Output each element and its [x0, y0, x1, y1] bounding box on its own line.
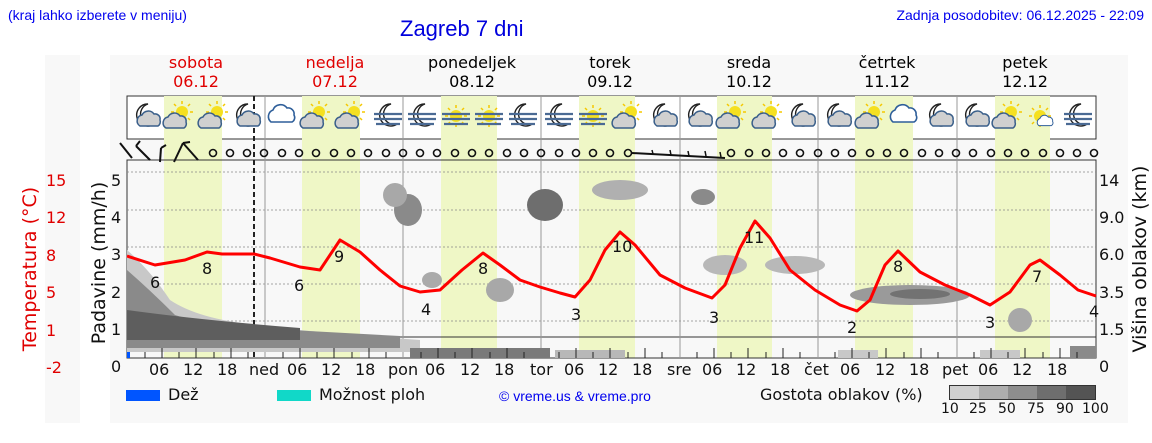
wind-row — [119, 140, 1099, 163]
calm-circles — [208, 148, 633, 158]
svg-text:8: 8 — [893, 257, 903, 276]
wind-barb-icon — [173, 142, 184, 163]
rain-legend-label: Dež — [168, 385, 199, 404]
temperature-line — [126, 219, 1097, 313]
cloud-height-ticks: 14 9.0 6.0 3.5 1.5 0 — [1099, 171, 1125, 377]
svg-text:7: 7 — [1032, 267, 1042, 286]
svg-text:9: 9 — [334, 247, 344, 266]
svg-text:11: 11 — [744, 228, 764, 247]
showers-legend-label: Možnost ploh — [319, 385, 426, 404]
svg-text:10: 10 — [612, 237, 632, 256]
day-header-fri: petek 12.12 — [1002, 53, 1048, 91]
temp-axis-panel — [45, 55, 80, 423]
cloud-density-label: Gostota oblakov (%) — [760, 385, 923, 404]
page-title: Zagreb 7 dni — [400, 16, 524, 41]
temp-axis-ticks: 15 12 8 5 1 -2 — [46, 171, 67, 378]
temp-axis-title: Temperatura (°C) — [19, 186, 41, 352]
day-header-wed: sreda 10.12 — [726, 53, 772, 91]
wind-barb-icon — [159, 147, 162, 163]
cloud-height-axis-title: Višina oblakov (km) — [1129, 165, 1151, 353]
svg-text:4: 4 — [421, 300, 431, 319]
cloud-density-scale — [949, 385, 1096, 400]
svg-text:6: 6 — [294, 276, 304, 295]
day-header-sat: sobota 06.12 — [168, 53, 224, 91]
svg-text:6: 6 — [150, 273, 160, 292]
day-header-mon: ponedeljek 08.12 — [428, 53, 516, 91]
day-header-thu: četrtek 11.12 — [858, 53, 916, 91]
temperature-labels: 6 8 6 9 4 8 3 10 3 11 2 8 3 7 4 — [150, 228, 1099, 337]
rain-trace — [127, 352, 130, 358]
copyright-link[interactable]: © vreme.us & vreme.pro — [499, 388, 651, 404]
x-axis-labels: 06 12 18 ned 06 12 18 pon 06 12 18 tor 0… — [149, 360, 1068, 379]
last-update: Zadnja posodobitev: 06.12.2025 - 22:09 — [896, 7, 1144, 23]
svg-text:2: 2 — [847, 318, 857, 337]
region-hint: (kraj lahko izberete v meniju) — [8, 7, 187, 23]
svg-text:4: 4 — [1089, 302, 1099, 321]
svg-text:3: 3 — [571, 305, 581, 324]
day-header-tue: torek 09.12 — [587, 53, 633, 91]
precip-axis-title: Padavine (mm/h) — [88, 181, 110, 345]
showers-legend-swatch — [277, 390, 311, 401]
x-ticks — [144, 348, 1078, 358]
day-header-sun: nedelja 07.12 — [305, 53, 365, 91]
rain-legend-swatch — [126, 390, 160, 401]
wind-barb-icon — [631, 152, 726, 159]
cloud-density-layer — [127, 180, 1096, 358]
wind-barb-icon — [119, 142, 133, 159]
wind-barb-icon — [135, 145, 151, 161]
precip-axis-ticks: 5 4 3 2 1 0 — [111, 171, 122, 377]
svg-text:3: 3 — [709, 308, 719, 327]
svg-text:8: 8 — [202, 259, 212, 278]
svg-text:3: 3 — [985, 313, 995, 332]
svg-text:8: 8 — [478, 259, 488, 278]
